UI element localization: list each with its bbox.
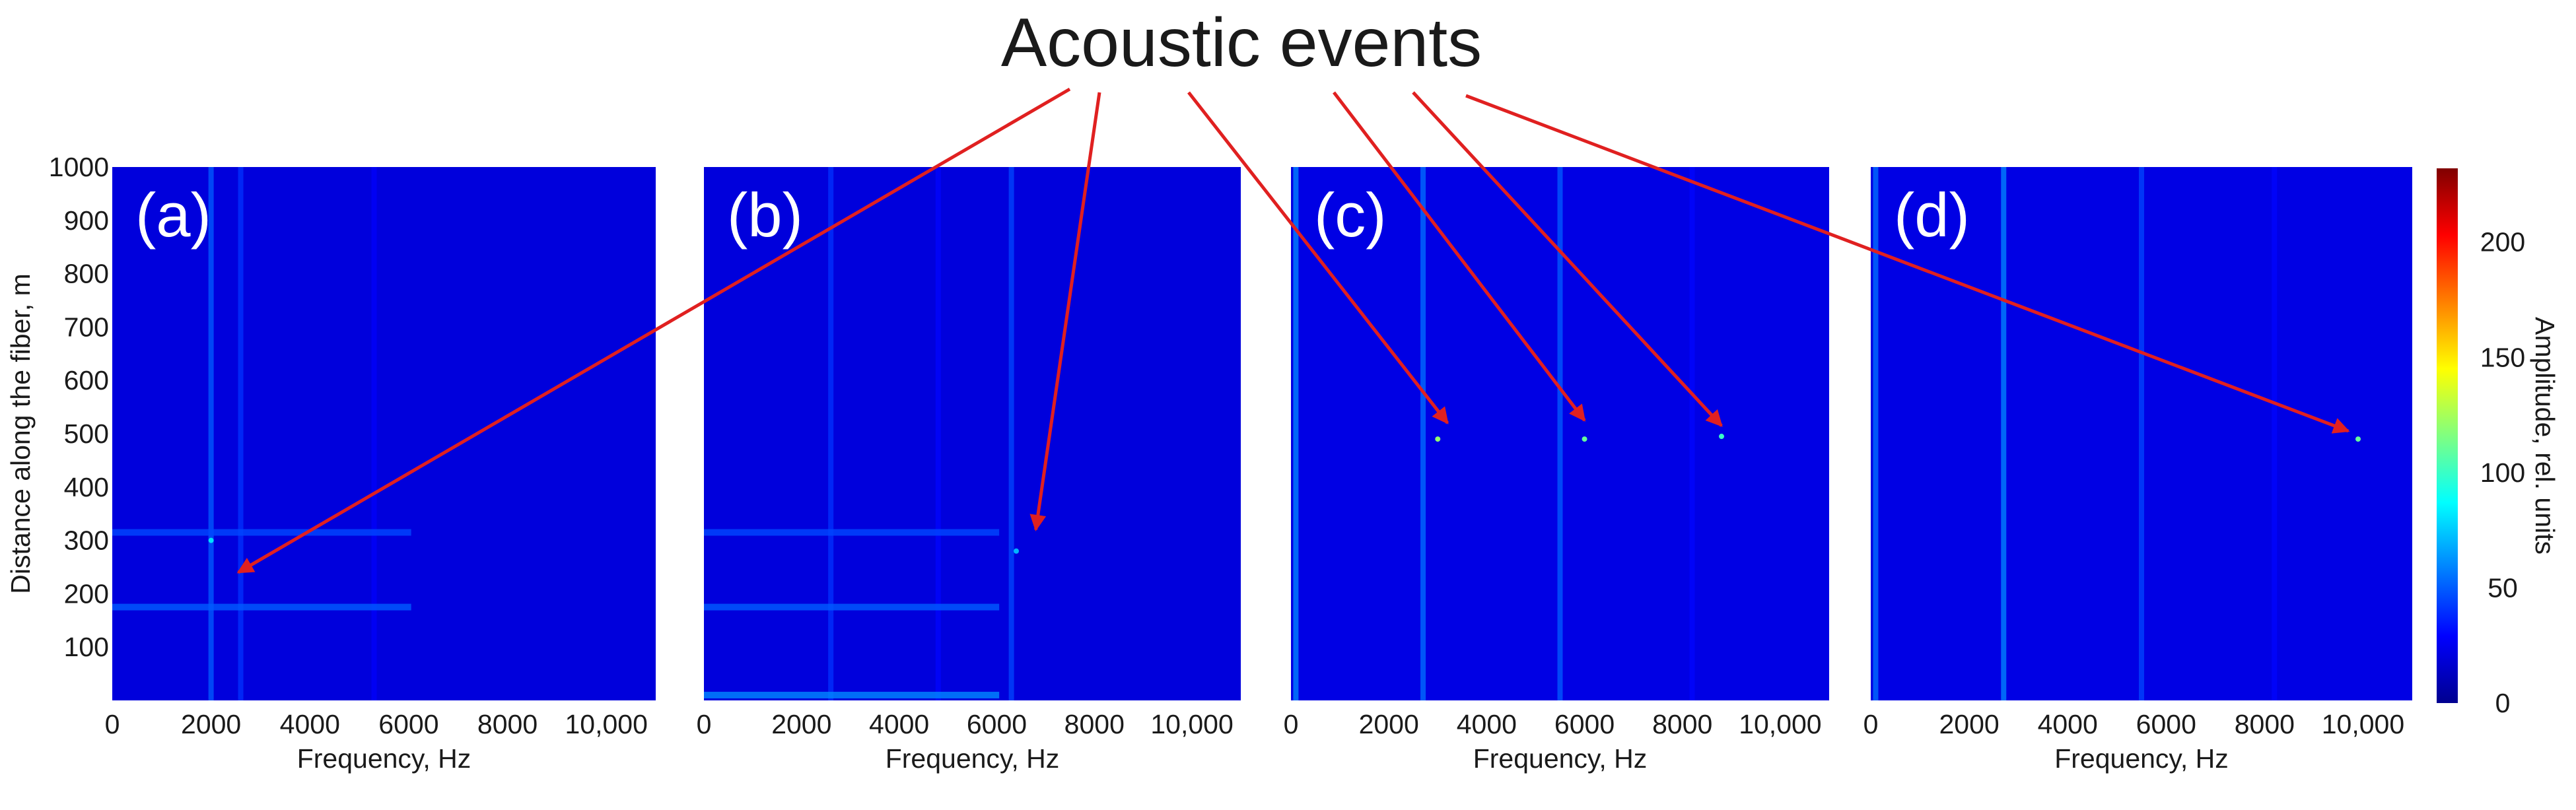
x-axis-label: Frequency, Hz: [886, 743, 1060, 774]
y-tick-label: 300: [64, 525, 109, 556]
y-tick-label: 800: [64, 259, 109, 289]
panel-label: (d): [1894, 180, 1970, 250]
y-tick-label: 200: [64, 578, 109, 609]
colorbar-label: Amplitude, rel. units: [2530, 317, 2560, 555]
heatmap-background: [704, 167, 1241, 700]
y-tick-label: 400: [64, 472, 109, 502]
figure-title: Acoustic events: [1001, 5, 1482, 81]
x-axis-label: Frequency, Hz: [297, 743, 471, 774]
annotation-arrow: [1412, 91, 1723, 427]
colorbar-gradient: [2437, 168, 2458, 703]
colorbar-tick-label: 0: [2495, 688, 2511, 718]
y-tick-label: 700: [64, 312, 109, 342]
x-tick-label: 4000: [1457, 709, 1517, 739]
colorbar-tick-label: 100: [2480, 457, 2525, 488]
x-tick-label: 0: [1284, 709, 1299, 739]
vertical-line: [1557, 167, 1563, 700]
event-point: [208, 537, 214, 543]
colorbar-tick-label: 200: [2480, 227, 2525, 257]
panel-c: (c) 0 2000 4000 6000 8000 10,000 Frequency, Hz: [1284, 167, 1829, 774]
y-tick-label: 1000: [49, 152, 109, 182]
y-tick-label: 500: [64, 419, 109, 449]
annotation-arrow: [1187, 91, 1449, 424]
x-axis-label: Frequency, Hz: [2054, 743, 2229, 774]
panel-label: (c): [1314, 180, 1387, 250]
panel-a: (a) 0 2000 4000 6000 8000 10,000 Frequency, Hz 1…: [5, 152, 656, 774]
x-tick-label: 6000: [378, 709, 438, 739]
annotation-arrow: [1333, 91, 1586, 422]
x-tick-label: 0: [697, 709, 712, 739]
panel-b: (b) 0 2000 4000 6000 8000 10,000 Frequency, Hz: [697, 167, 1241, 774]
x-tick-label: 4000: [280, 709, 340, 739]
vertical-line: [935, 167, 941, 700]
vertical-line: [2139, 167, 2144, 700]
panel-label: (b): [727, 180, 803, 250]
event-point: [1014, 548, 1020, 554]
horizontal-line: [704, 691, 1000, 698]
vertical-line: [1420, 167, 1426, 700]
x-tick-label: 10,000: [2322, 709, 2404, 739]
horizontal-line: [112, 603, 411, 611]
x-tick-label: 4000: [869, 709, 929, 739]
y-axis-label: Distance along the fiber, m: [5, 273, 36, 593]
colorbar-tick-label: 150: [2480, 342, 2525, 372]
colorbar: 0 50 100 150 200 Amplitude, rel. units: [2437, 168, 2560, 718]
x-tick-label: 4000: [2038, 709, 2098, 739]
horizontal-line: [704, 529, 1000, 536]
x-tick-label: 2000: [1359, 709, 1419, 739]
y-tick-label: 100: [64, 632, 109, 662]
event-point: [1582, 436, 1587, 442]
vertical-line: [2272, 167, 2278, 700]
vertical-line: [238, 167, 244, 700]
x-tick-label: 10,000: [565, 709, 647, 739]
colorbar-tick-label: 50: [2488, 572, 2518, 603]
event-point: [1435, 436, 1441, 442]
vertical-line: [1873, 167, 1879, 700]
x-tick-label: 6000: [1554, 709, 1615, 739]
vertical-line: [2001, 167, 2007, 700]
annotation-arrows: [236, 87, 2350, 574]
x-tick-label: 8000: [2235, 709, 2295, 739]
heatmap-background: [112, 167, 656, 700]
x-tick-label: 2000: [771, 709, 831, 739]
x-tick-label: 8000: [477, 709, 538, 739]
x-tick-label: 6000: [967, 709, 1027, 739]
panel-d: (d) 0 2000 4000 6000 8000 10,000 Frequency, Hz: [1863, 167, 2412, 774]
y-tick-label: 900: [64, 205, 109, 236]
x-tick-label: 0: [105, 709, 120, 739]
event-point: [2355, 436, 2361, 442]
x-tick-label: 10,000: [1739, 709, 1821, 739]
horizontal-line: [112, 529, 411, 536]
x-axis-label: Frequency, Hz: [1473, 743, 1648, 774]
x-tick-label: 8000: [1064, 709, 1125, 739]
annotation-arrow: [1029, 92, 1101, 531]
vertical-line: [1008, 167, 1014, 700]
event-point: [1719, 434, 1724, 440]
vertical-line: [1293, 167, 1299, 700]
vertical-line: [208, 167, 214, 700]
y-tick-label: 600: [64, 365, 109, 395]
annotation-arrow: [236, 87, 1071, 574]
vertical-line: [828, 167, 834, 700]
x-tick-label: 2000: [1939, 709, 1999, 739]
x-tick-label: 8000: [1652, 709, 1712, 739]
annotation-arrow: [1465, 94, 2350, 434]
x-tick-label: 6000: [2136, 709, 2196, 739]
x-tick-label: 10,000: [1150, 709, 1233, 739]
x-tick-label: 2000: [181, 709, 241, 739]
horizontal-line: [704, 603, 1000, 611]
vertical-line: [1689, 167, 1695, 700]
vertical-line: [371, 167, 377, 700]
panel-label: (a): [135, 180, 211, 250]
x-tick-label: 0: [1863, 709, 1879, 739]
